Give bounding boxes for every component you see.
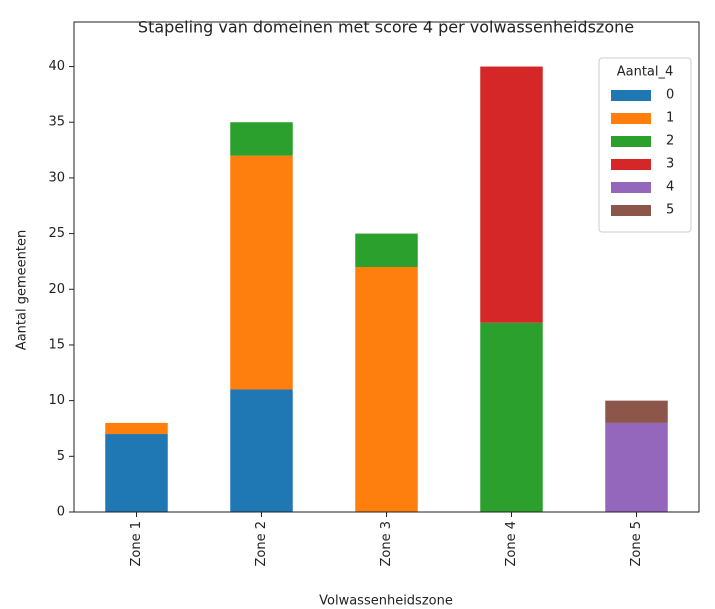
y-tick-label: 5 — [57, 449, 65, 464]
y-axis-label: Aantal gemeenten — [15, 230, 30, 350]
bar-segment — [105, 434, 168, 512]
legend-swatch — [611, 113, 651, 124]
y-tick-label: 10 — [48, 393, 65, 408]
bar-segment — [605, 400, 668, 423]
bar-segment — [230, 389, 293, 512]
bar-segment — [230, 155, 293, 390]
legend-swatch — [611, 90, 651, 101]
bar-segment — [105, 422, 168, 435]
legend-swatch — [611, 182, 651, 193]
bar-segment — [605, 422, 668, 512]
legend-label: 2 — [666, 134, 674, 149]
legend-label: 4 — [666, 180, 674, 195]
bar-segment — [230, 122, 293, 156]
y-tick-label: 40 — [48, 59, 65, 74]
x-tick-label: Zone 5 — [629, 521, 644, 567]
y-tick-label: 0 — [57, 505, 65, 520]
legend-swatch — [611, 159, 651, 170]
x-tick-label: Zone 4 — [504, 521, 519, 567]
legend-title: Aantal_4 — [617, 65, 674, 80]
bar-segment — [480, 322, 543, 512]
plot-frame — [73, 21, 700, 513]
y-tick-label: 35 — [48, 115, 65, 130]
bar-segment — [355, 233, 418, 267]
bar-segment — [480, 66, 543, 323]
x-tick-label: Zone 1 — [129, 521, 144, 567]
y-tick-label: 20 — [48, 282, 65, 297]
legend-label: 1 — [666, 111, 674, 126]
legend-swatch — [611, 205, 651, 216]
y-tick-label: 15 — [48, 337, 65, 352]
bar-segment — [355, 267, 418, 512]
x-tick-label: Zone 2 — [254, 521, 269, 567]
legend-label: 3 — [666, 157, 674, 172]
legend-label: 5 — [666, 203, 674, 218]
legend-label: 0 — [666, 88, 674, 103]
x-axis-label: Volwassenheidszone — [319, 594, 453, 609]
legend-swatch — [611, 136, 651, 147]
chart-title: Stapeling van domeinen met score 4 per v… — [138, 18, 634, 37]
x-tick-label: Zone 3 — [379, 521, 394, 567]
y-tick-label: 25 — [48, 226, 65, 241]
y-tick-label: 30 — [48, 170, 65, 185]
